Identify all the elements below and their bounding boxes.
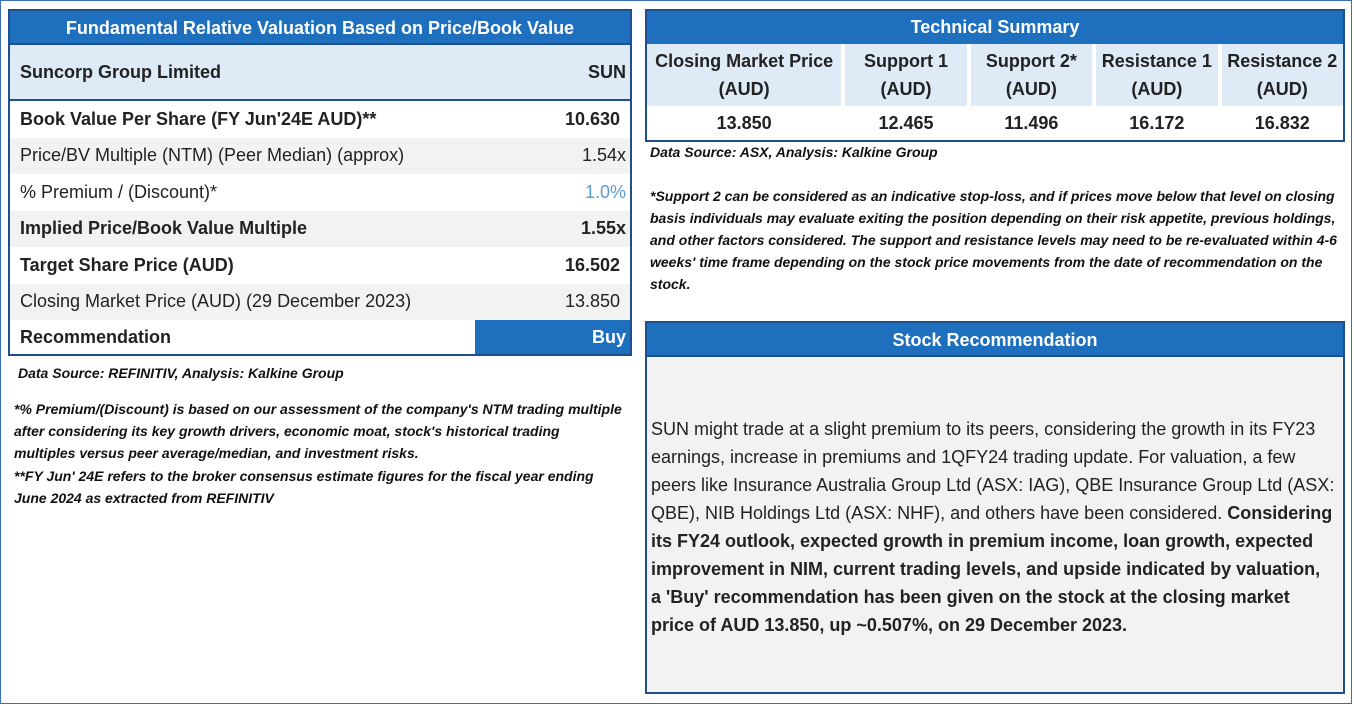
column-value: 13.850: [716, 113, 772, 133]
recommendation-text: Buy: [591, 326, 626, 347]
recommendation-text-bold: Considering its FY24 outlook, expected g…: [651, 503, 1333, 635]
ticker: SUN: [587, 61, 626, 82]
table-row: % Premium / (Discount)* 1.0%: [10, 174, 630, 211]
company-row: Suncorp Group Limited SUN: [10, 45, 630, 101]
row-label: Book Value Per Share (FY Jun'24E AUD)**: [20, 108, 377, 129]
header-line: Support 2*: [985, 51, 1077, 71]
column-value: 16.172: [1129, 113, 1185, 133]
recommendation-text-normal: SUN might trade at a slight premium to i…: [651, 419, 1335, 523]
table-row: Closing Market Price (AUD) (29 December …: [10, 283, 630, 320]
column-value: 11.496: [1004, 113, 1059, 133]
row-value: 1.0%: [584, 181, 626, 202]
technical-col-closing: Closing Market Price (AUD) 13.850: [647, 44, 842, 140]
table-row: Book Value Per Share (FY Jun'24E AUD)** …: [10, 101, 630, 138]
stock-recommendation-box: Stock Recommendation SUN might trade at …: [645, 321, 1345, 694]
recommendation-value: Buy: [475, 320, 630, 354]
row-label: Target Share Price (AUD): [20, 254, 234, 275]
header-line: Closing Market Price: [655, 51, 834, 71]
header-line: Resistance 2: [1227, 51, 1338, 71]
header-unit: (AUD): [1005, 79, 1057, 99]
recommendation-label: Recommendation: [20, 326, 172, 347]
header-unit: (AUD): [1256, 79, 1308, 99]
technical-grid: Closing Market Price (AUD) 13.850 Support…: [647, 44, 1343, 140]
row-value: 13.850: [470, 291, 630, 313]
valuation-footnote-2: **FY Jun' 24E refers to the broker conse…: [14, 468, 594, 506]
company-name: Suncorp Group Limited: [20, 61, 221, 82]
header-unit: (AUD): [1131, 79, 1183, 99]
row-value: 1.55x: [470, 218, 630, 240]
technical-col-resistance2: Resistance 2 (AUD) 16.832: [1217, 44, 1343, 140]
technical-col-resistance1: Resistance 1 (AUD) 16.172: [1092, 44, 1218, 140]
valuation-title: Fundamental Relative Valuation Based on …: [10, 11, 630, 45]
column-value: 12.465: [878, 113, 934, 133]
header-line: Resistance 1: [1101, 51, 1212, 71]
technical-summary-table: Technical Summary Closing Market Price (A…: [645, 9, 1345, 142]
column-header: Closing Market Price (AUD): [647, 44, 842, 106]
column-header: Support 2* (AUD): [970, 44, 1093, 106]
table-row: Implied Price/Book Value Multiple 1.55x: [10, 210, 630, 247]
technical-note: *Support 2 can be considered as an indic…: [650, 188, 1337, 292]
valuation-table: Fundamental Relative Valuation Based on …: [8, 9, 632, 356]
technical-source: Data Source: ASX, Analysis: Kalkine Grou…: [650, 144, 938, 160]
row-label: Price/BV Multiple (NTM) (Peer Median) (a…: [20, 145, 405, 166]
row-value: 16.502: [564, 254, 620, 275]
table-row: Target Share Price (AUD) 16.502: [10, 247, 630, 284]
column-header: Resistance 1 (AUD): [1096, 44, 1218, 106]
header-unit: (AUD): [718, 79, 770, 99]
row-value: 1.54x: [470, 145, 630, 167]
row-label: % Premium / (Discount)*: [20, 181, 218, 202]
row-label: Closing Market Price (AUD) (29 December …: [20, 291, 412, 312]
stock-recommendation-title: Stock Recommendation: [647, 323, 1343, 357]
technical-title: Technical Summary: [647, 11, 1343, 44]
table-row: Price/BV Multiple (NTM) (Peer Median) (a…: [10, 137, 630, 174]
valuation-source: Data Source: REFINITIV, Analysis: Kalkin…: [18, 365, 344, 381]
column-header: Support 1 (AUD): [845, 44, 967, 106]
row-label: Implied Price/Book Value Multiple: [20, 218, 308, 239]
recommendation-row: Recommendation Buy: [10, 320, 630, 354]
header-line: Support 1: [863, 51, 948, 71]
column-header: Resistance 2 (AUD): [1221, 44, 1343, 106]
row-value: 10.630: [564, 108, 620, 129]
column-value: 16.832: [1254, 113, 1310, 133]
header-unit: (AUD): [880, 79, 932, 99]
technical-col-support2: Support 2* (AUD) 11.496: [966, 44, 1093, 140]
technical-col-support1: Support 1 (AUD) 12.465: [841, 44, 967, 140]
valuation-footnote-1: *% Premium/(Discount) is based on our as…: [14, 401, 622, 461]
stock-recommendation-body: SUN might trade at a slight premium to i…: [647, 357, 1343, 639]
